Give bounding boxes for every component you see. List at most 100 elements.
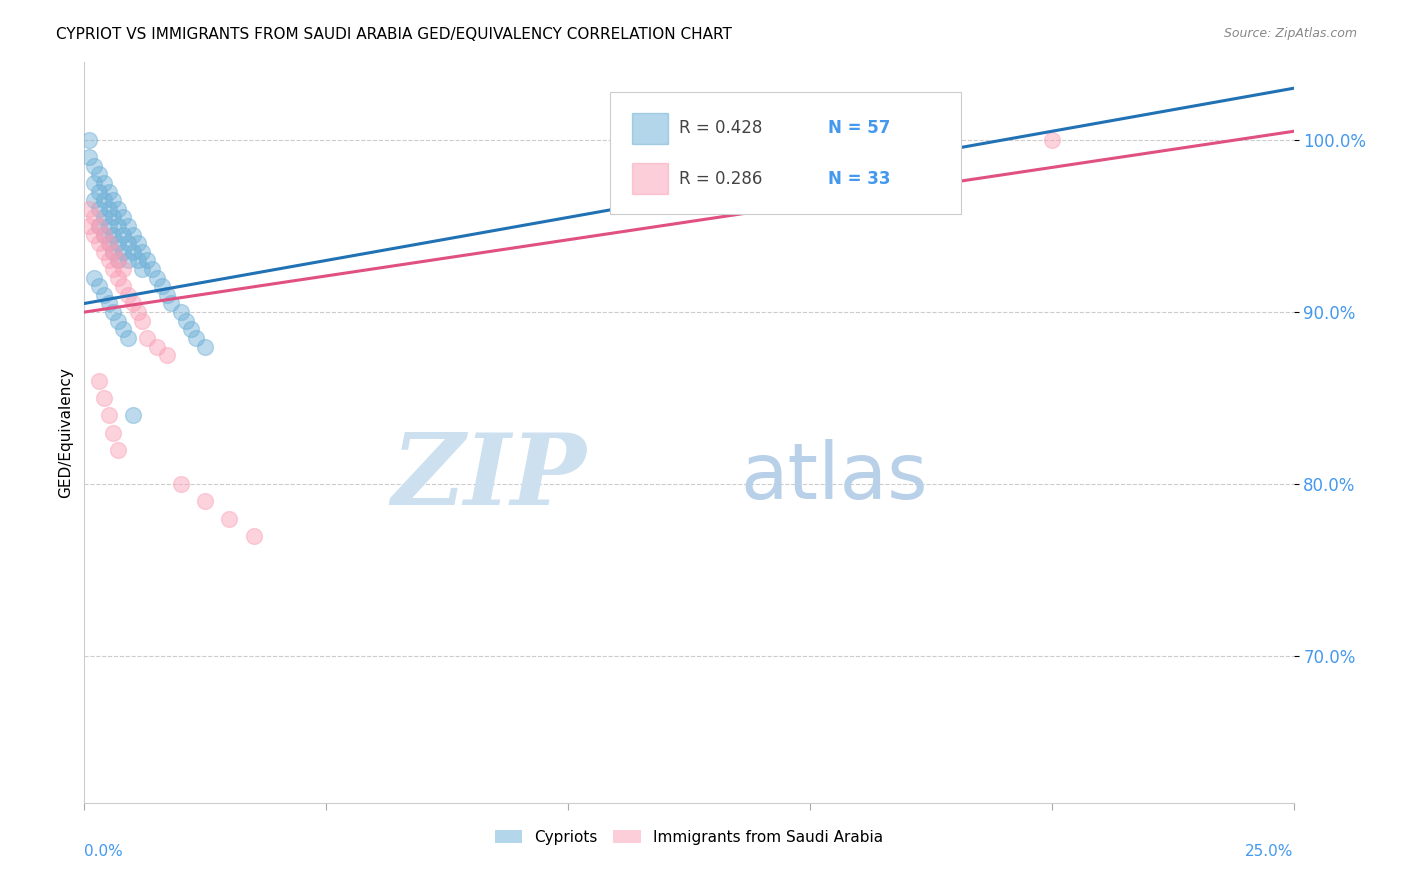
Point xyxy=(131,244,153,259)
Point xyxy=(121,244,143,259)
Point xyxy=(107,253,129,268)
Point xyxy=(103,244,125,259)
Point xyxy=(136,331,159,345)
Point xyxy=(93,227,115,242)
Point xyxy=(1040,133,1063,147)
Point xyxy=(127,305,149,319)
Point xyxy=(87,236,110,251)
Point xyxy=(97,409,120,423)
Point xyxy=(107,253,129,268)
Point xyxy=(117,288,139,302)
Point xyxy=(103,262,125,277)
Point xyxy=(112,322,135,336)
Point xyxy=(97,253,120,268)
Point xyxy=(77,150,100,164)
Point xyxy=(180,322,202,336)
Point xyxy=(87,279,110,293)
Point xyxy=(87,219,110,233)
Point xyxy=(103,211,125,225)
Point xyxy=(93,244,115,259)
Point xyxy=(87,202,110,216)
Point xyxy=(87,185,110,199)
Text: Source: ZipAtlas.com: Source: ZipAtlas.com xyxy=(1223,27,1357,40)
Point xyxy=(117,219,139,233)
Point xyxy=(93,211,115,225)
Point xyxy=(107,236,129,251)
Point xyxy=(83,227,105,242)
Point xyxy=(93,288,115,302)
Point xyxy=(83,193,105,207)
Point xyxy=(112,262,135,277)
Point xyxy=(146,270,169,285)
Text: atlas: atlas xyxy=(741,439,928,515)
Point xyxy=(131,262,153,277)
Point xyxy=(136,253,159,268)
Point xyxy=(93,176,115,190)
Y-axis label: GED/Equivalency: GED/Equivalency xyxy=(58,368,73,498)
Text: R = 0.286: R = 0.286 xyxy=(679,169,762,187)
Point xyxy=(107,314,129,328)
Point xyxy=(93,193,115,207)
Bar xyxy=(633,112,668,144)
Point xyxy=(103,244,125,259)
Point xyxy=(127,236,149,251)
Point xyxy=(97,219,120,233)
Point xyxy=(97,296,120,310)
Point xyxy=(170,305,193,319)
Point xyxy=(103,305,125,319)
Point xyxy=(121,296,143,310)
Point xyxy=(107,442,129,457)
Point xyxy=(103,425,125,440)
Point xyxy=(97,185,120,199)
Text: N = 33: N = 33 xyxy=(828,169,890,187)
Point xyxy=(117,331,139,345)
Point xyxy=(103,227,125,242)
Point xyxy=(218,512,240,526)
Point xyxy=(107,219,129,233)
Point xyxy=(93,227,115,242)
Point xyxy=(194,339,217,353)
Point xyxy=(150,279,173,293)
Point xyxy=(77,219,100,233)
Point xyxy=(174,314,197,328)
Point xyxy=(87,219,110,233)
Point xyxy=(160,296,183,310)
Point xyxy=(103,193,125,207)
Point xyxy=(93,391,115,405)
Text: 25.0%: 25.0% xyxy=(1246,844,1294,858)
Point xyxy=(83,159,105,173)
Text: N = 57: N = 57 xyxy=(828,120,890,137)
Text: R = 0.428: R = 0.428 xyxy=(679,120,762,137)
Point xyxy=(107,202,129,216)
Point xyxy=(121,409,143,423)
Point xyxy=(155,288,177,302)
Point xyxy=(97,236,120,251)
Point xyxy=(112,211,135,225)
Point xyxy=(131,314,153,328)
Point xyxy=(97,202,120,216)
Point xyxy=(127,253,149,268)
Legend: Cypriots, Immigrants from Saudi Arabia: Cypriots, Immigrants from Saudi Arabia xyxy=(489,823,889,851)
Point xyxy=(141,262,163,277)
Point xyxy=(117,253,139,268)
Point xyxy=(83,211,105,225)
Point xyxy=(77,202,100,216)
Point xyxy=(77,133,100,147)
Point xyxy=(87,374,110,388)
Point xyxy=(121,227,143,242)
Bar xyxy=(633,163,668,194)
Point xyxy=(97,236,120,251)
Point xyxy=(184,331,207,345)
Point xyxy=(146,339,169,353)
Point xyxy=(83,270,105,285)
Point xyxy=(87,167,110,181)
FancyBboxPatch shape xyxy=(610,92,962,214)
Point xyxy=(117,236,139,251)
Point xyxy=(170,477,193,491)
Point xyxy=(194,494,217,508)
Point xyxy=(112,279,135,293)
Text: CYPRIOT VS IMMIGRANTS FROM SAUDI ARABIA GED/EQUIVALENCY CORRELATION CHART: CYPRIOT VS IMMIGRANTS FROM SAUDI ARABIA … xyxy=(56,27,733,42)
Point xyxy=(112,244,135,259)
Point xyxy=(83,176,105,190)
Point xyxy=(107,270,129,285)
